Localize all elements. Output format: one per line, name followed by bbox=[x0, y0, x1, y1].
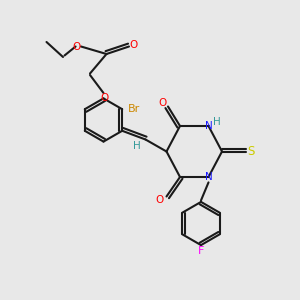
Text: H: H bbox=[213, 117, 221, 128]
Text: O: O bbox=[72, 41, 81, 52]
Text: Br: Br bbox=[128, 103, 140, 114]
Text: O: O bbox=[156, 195, 164, 205]
Text: O: O bbox=[158, 98, 167, 108]
Text: O: O bbox=[129, 40, 138, 50]
Text: N: N bbox=[205, 172, 212, 182]
Text: O: O bbox=[100, 93, 108, 103]
Text: H: H bbox=[133, 141, 141, 151]
Text: F: F bbox=[198, 246, 204, 256]
Text: N: N bbox=[205, 121, 212, 131]
Text: S: S bbox=[248, 145, 255, 158]
